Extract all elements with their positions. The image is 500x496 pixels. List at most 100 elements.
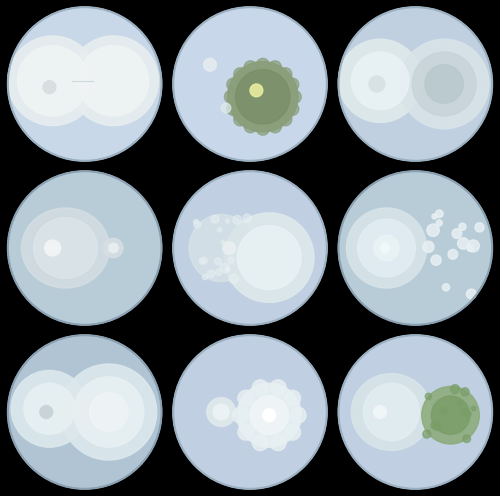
- Text: H: H: [338, 173, 349, 186]
- Circle shape: [8, 36, 98, 125]
- Circle shape: [346, 208, 426, 288]
- Circle shape: [422, 386, 480, 444]
- Circle shape: [8, 171, 162, 325]
- Circle shape: [284, 390, 300, 406]
- Circle shape: [11, 371, 88, 447]
- Circle shape: [459, 223, 466, 230]
- Circle shape: [286, 78, 299, 91]
- Circle shape: [270, 434, 286, 450]
- Circle shape: [202, 274, 207, 280]
- Circle shape: [263, 409, 276, 422]
- Circle shape: [352, 52, 409, 110]
- Circle shape: [432, 396, 470, 434]
- Circle shape: [412, 52, 476, 116]
- Circle shape: [400, 39, 489, 129]
- Circle shape: [288, 90, 301, 103]
- Text: D: D: [173, 9, 184, 22]
- Circle shape: [224, 213, 314, 303]
- Circle shape: [466, 289, 476, 299]
- Ellipse shape: [189, 214, 253, 282]
- Circle shape: [243, 214, 252, 222]
- Circle shape: [226, 267, 230, 271]
- Circle shape: [60, 364, 156, 460]
- Circle shape: [433, 422, 442, 431]
- Circle shape: [432, 214, 437, 219]
- Circle shape: [358, 219, 416, 277]
- Circle shape: [214, 258, 222, 265]
- Circle shape: [207, 398, 236, 427]
- Circle shape: [90, 393, 128, 431]
- Circle shape: [238, 390, 254, 406]
- Text: B: B: [8, 173, 18, 186]
- Circle shape: [108, 243, 118, 253]
- Circle shape: [8, 7, 162, 161]
- Circle shape: [252, 380, 268, 396]
- Circle shape: [279, 68, 292, 80]
- Circle shape: [234, 113, 246, 126]
- Circle shape: [284, 424, 300, 440]
- Circle shape: [227, 78, 239, 91]
- Circle shape: [221, 241, 224, 244]
- Ellipse shape: [364, 383, 420, 441]
- Circle shape: [458, 401, 462, 406]
- Circle shape: [463, 435, 470, 442]
- Circle shape: [232, 407, 248, 423]
- Circle shape: [173, 7, 327, 161]
- Circle shape: [244, 120, 257, 133]
- Circle shape: [74, 377, 144, 447]
- Circle shape: [268, 120, 281, 133]
- Circle shape: [422, 241, 434, 252]
- Circle shape: [461, 388, 469, 396]
- Circle shape: [374, 406, 386, 419]
- Circle shape: [238, 424, 254, 440]
- Circle shape: [223, 242, 235, 254]
- Circle shape: [427, 224, 440, 237]
- Circle shape: [224, 90, 237, 103]
- Circle shape: [380, 243, 390, 253]
- Circle shape: [425, 393, 432, 399]
- Circle shape: [43, 81, 56, 94]
- Circle shape: [270, 380, 286, 396]
- Circle shape: [436, 220, 442, 226]
- Circle shape: [216, 269, 222, 275]
- Circle shape: [228, 62, 298, 132]
- Circle shape: [256, 123, 269, 135]
- Circle shape: [423, 430, 431, 438]
- Text: G: G: [338, 9, 349, 22]
- Circle shape: [228, 257, 234, 263]
- Circle shape: [286, 103, 299, 116]
- Circle shape: [201, 257, 207, 264]
- Circle shape: [431, 255, 441, 265]
- Circle shape: [431, 421, 439, 429]
- Circle shape: [338, 171, 492, 325]
- Circle shape: [236, 69, 290, 124]
- Circle shape: [44, 240, 60, 256]
- Circle shape: [252, 434, 268, 450]
- Ellipse shape: [22, 208, 110, 288]
- Circle shape: [279, 113, 292, 126]
- Circle shape: [194, 219, 198, 224]
- Circle shape: [442, 284, 450, 291]
- Circle shape: [104, 239, 123, 257]
- Circle shape: [440, 407, 448, 415]
- Text: I: I: [338, 337, 343, 350]
- Circle shape: [227, 103, 239, 116]
- Circle shape: [338, 7, 492, 161]
- Circle shape: [475, 223, 484, 232]
- Ellipse shape: [34, 218, 98, 278]
- Circle shape: [374, 235, 400, 261]
- Circle shape: [467, 245, 473, 251]
- Circle shape: [220, 263, 230, 273]
- Circle shape: [204, 59, 216, 71]
- Circle shape: [213, 404, 229, 420]
- Circle shape: [226, 219, 230, 223]
- Circle shape: [244, 61, 257, 73]
- Circle shape: [338, 335, 492, 489]
- Circle shape: [472, 406, 476, 411]
- Circle shape: [211, 215, 219, 223]
- Circle shape: [68, 36, 158, 125]
- Circle shape: [24, 383, 75, 434]
- Circle shape: [458, 238, 469, 249]
- Text: C: C: [8, 337, 17, 350]
- Circle shape: [208, 270, 215, 278]
